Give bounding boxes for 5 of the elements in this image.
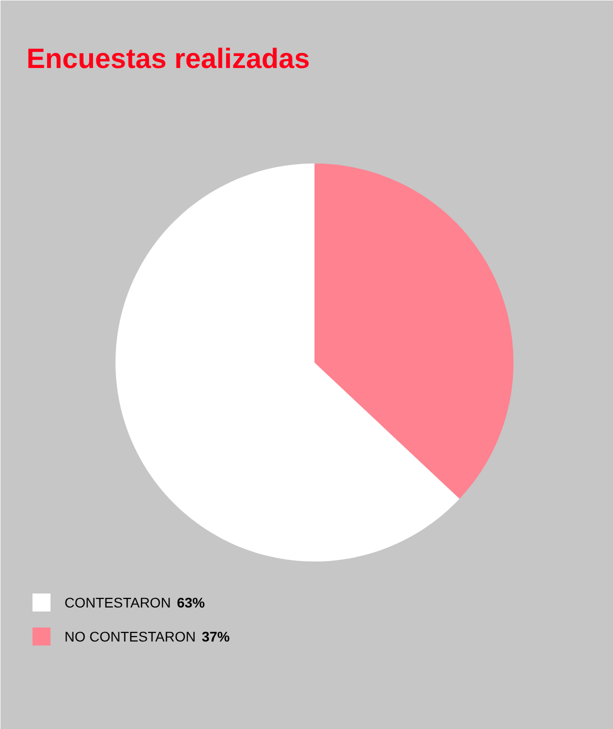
legend-label: NO CONTESTARON — [64, 628, 196, 644]
data-label: 37% — [202, 628, 230, 644]
chart-title: Encuestas realizadas — [26, 43, 310, 74]
data-label: 63% — [176, 594, 206, 610]
legend-label: CONTESTARON — [64, 594, 171, 610]
